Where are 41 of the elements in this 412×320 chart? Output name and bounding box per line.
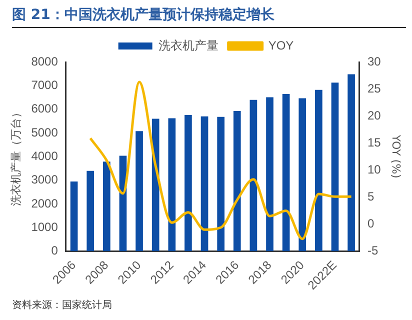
bar [136,131,143,252]
y2-tick-label: 10 [367,162,382,176]
bar [200,116,208,252]
y-tick-label: 1000 [31,220,58,234]
bar [315,90,322,252]
bar [217,116,224,252]
bar [168,118,176,252]
y-tick-label: 3000 [31,172,58,187]
y2-tick-label: -5 [367,244,378,258]
bar [282,94,290,252]
line-series [89,80,353,240]
y-tick-label: 7000 [31,78,58,92]
y2-tick-label: 15 [367,135,382,150]
y-tick-label: 2000 [31,196,58,210]
bar [348,74,355,252]
y2-tick-label: 20 [367,108,382,122]
y2-tick-label: 0 [367,216,374,231]
bar [184,115,192,252]
bar [331,82,339,252]
bar [70,181,78,252]
bar [152,118,160,252]
legend-label: YOY [268,38,294,52]
bar [233,110,241,252]
bar [266,97,274,252]
y2-tick-label: 5 [367,190,374,204]
y-tick-label: 4000 [31,148,58,163]
y-tick-label: 8000 [31,54,58,68]
bar [103,162,110,252]
bar [298,98,306,252]
chart-title: 图 21：中国洗衣机产量预计保持稳定增长 [12,6,274,24]
y-axis-title: 洗衣机产量（万台） [9,107,22,206]
y2-tick-label: 30 [367,54,382,68]
y2-axis-title: YOY (%) [390,134,403,178]
text: 资料来源：国家统计局 [12,298,112,312]
y-tick-label: 0 [51,244,58,258]
y-tick-label: 5000 [31,125,58,140]
bar [250,100,258,252]
y2-tick-label: 25 [367,81,382,96]
legend-label: 洗衣机产量 [158,38,218,52]
bar [86,170,94,252]
y-tick-label: 6000 [31,102,58,116]
